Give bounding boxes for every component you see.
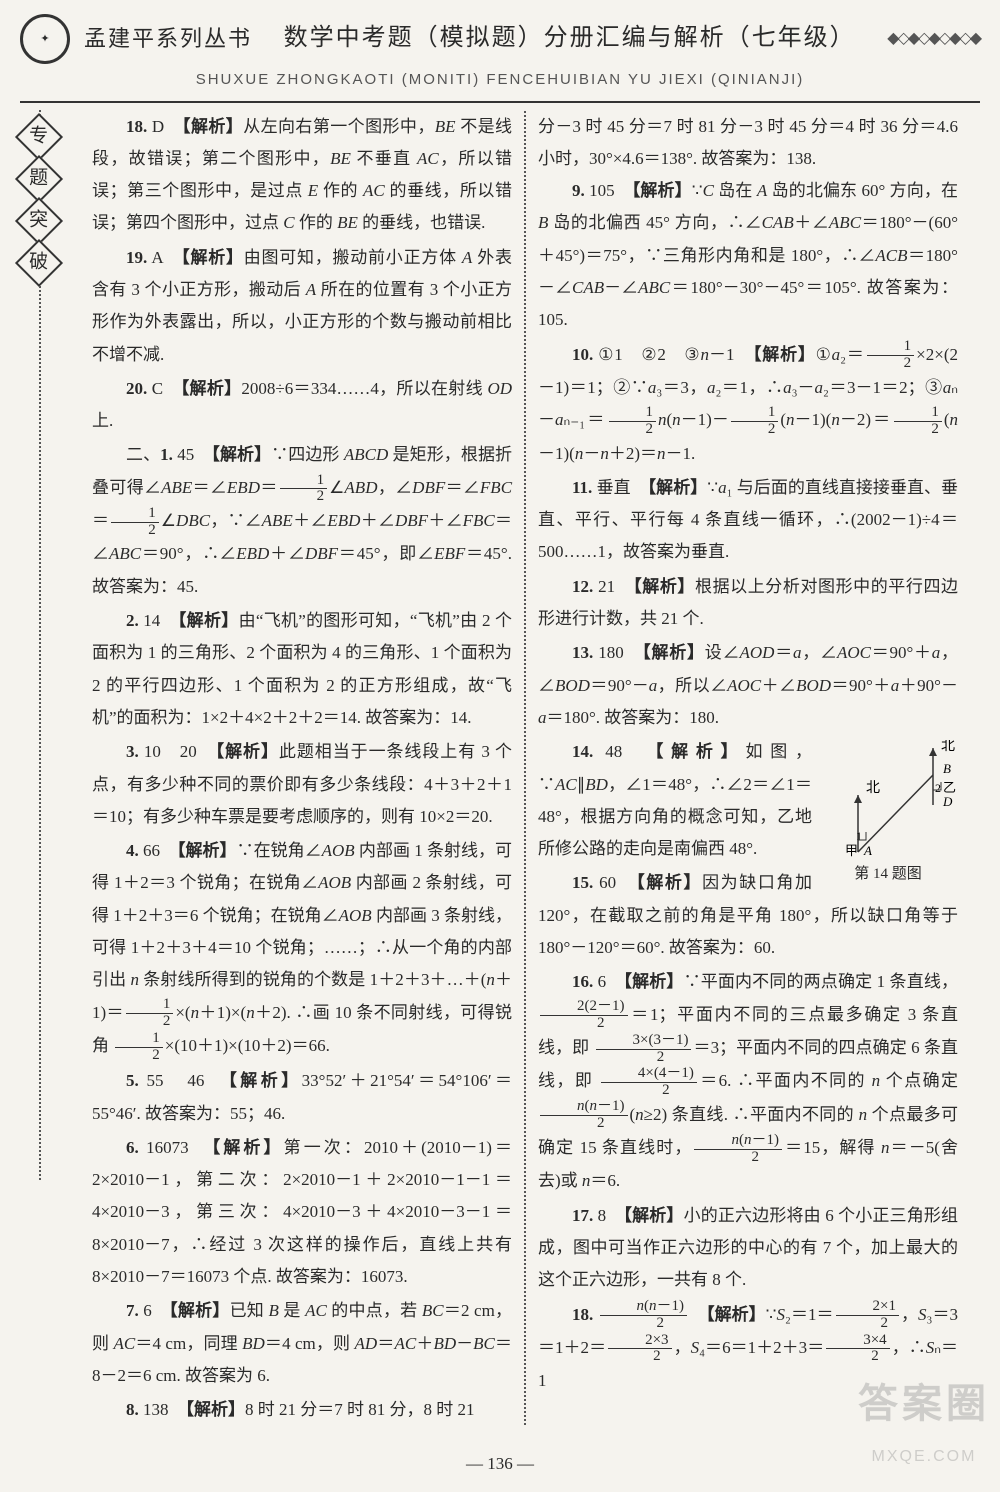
paragraph: 二、1. 45 【解析】∵四边形 ABCD 是矩形，根据折叠可得∠ABE＝∠EB… [92,439,512,603]
paragraph: 18. D 【解析】从左向右第一个图形中，BE 不是线段，故错误；第二个图形中，… [92,111,512,240]
page-number: — 136 — [0,1448,1000,1480]
subtitle-pinyin: SHUXUE ZHONGKAOTI (MONITI) FENCEHUIBIAN … [0,66,1000,95]
page-header: ✦ 孟建平系列丛书 数学中考题（模拟题）分册汇编与解析（七年级） ◆◇◆◇◆◇◆… [0,0,1000,66]
paragraph: 3. 10 20 【解析】此题相当于一条线段上有 3 个点，有多少种不同的票价即… [92,736,512,833]
svg-text:A: A [863,843,872,858]
sidebar-char-0: 专 [15,113,63,161]
series-name: 孟建平系列丛书 [84,18,252,60]
svg-text:D: D [942,794,953,809]
paragraph: 5. 55 46 【解析】33°52′＋21°54′＝54°106′＝55°46… [92,1065,512,1130]
figure-14: 北 北 1 2 B 乙 D 甲 A 第 14 题图 [818,740,958,880]
paragraph: 4. 66 【解析】∵在锐角∠AOB 内部画 1 条射线，可得 1＋2＝3 个锐… [92,835,512,1063]
paragraph: 12. 21 【解析】根据以上分析对图形中的平行四边形进行计数，共 21 个. [538,571,958,636]
sidebar-char-2: 突 [15,197,63,245]
figure-14-caption: 第 14 题图 [818,860,958,889]
paragraph: 16. 6 【解析】∵平面内不同的两点确定 1 条直线，2(2－1)2＝1；平面… [538,966,958,1197]
logo-icon: ✦ [20,14,70,64]
watermark-url: MXQE.COM [858,1442,990,1472]
watermark: 答案圈 MXQE.COM [858,1366,990,1472]
paragraph: 13. 180 【解析】设∠AOD＝a，∠AOC＝90°＋a，∠BOD＝90°－… [538,637,958,734]
svg-text:北: 北 [866,780,880,796]
paragraph: 19. A 【解析】由图可知，搬动前小正方体 A 外表含有 3 个小正方形，搬动… [92,242,512,371]
header-decor: ◆◇◆◇◆◇◆◇◆ [887,24,980,54]
paragraph: 11. 垂直 【解析】∵a₁ 与后面的直线直接接垂直、垂直、平行、平行每 4 条… [538,472,958,569]
svg-text:1: 1 [856,829,862,843]
paragraph: 17. 8 【解析】小的正六边形将由 6 个小正三角形组成，图中可当作正六边形的… [538,1200,958,1297]
svg-text:乙: 乙 [943,780,956,795]
paragraph: 20. C 【解析】2008÷6＝334……4，所以在射线 OD 上. [92,373,512,438]
paragraph: 10. ①1 ②2 ③n－1 【解析】①a₂＝12×2×(2－1)＝1；②∵a₃… [538,339,958,470]
svg-text:2: 2 [935,781,941,795]
svg-text:B: B [943,761,951,776]
svg-text:北: 北 [941,740,955,754]
sidebar-char-3: 破 [15,239,63,287]
paragraph: 2. 14 【解析】由“飞机”的图形可知，“飞机”由 2 个面积为 1 的三角形… [92,605,512,734]
paragraph: 8. 138 【解析】8 时 21 分＝7 时 81 分，8 时 21 [92,1394,512,1426]
paragraph: 9. 105 【解析】∵C 岛在 A 岛的北偏东 60° 方向，在 B 岛的北偏… [538,175,958,336]
content-columns: 18. D 【解析】从左向右第一个图形中，BE 不是线段，故错误；第二个图形中，… [0,103,1000,1433]
sidebar-char-1: 题 [15,155,63,203]
paragraph: 6. 16073 【解析】第一次：2010＋(2010－1)＝2×2010－1，… [92,1132,512,1293]
right-column: 分－3 时 45 分＝7 时 81 分－3 时 45 分＝4 时 36 分＝4.… [526,111,970,1425]
watermark-text: 答案圈 [858,1366,990,1442]
paragraph-continuation: 分－3 时 45 分＝7 时 81 分－3 时 45 分＝4 时 36 分＝4.… [538,111,958,176]
book-title: 数学中考题（模拟题）分册汇编与解析（七年级） [266,16,873,62]
svg-text:甲: 甲 [845,843,858,858]
paragraph: 7. 6 【解析】已知 B 是 AC 的中点，若 BC＝2 cm，则 AC＝4 … [92,1295,512,1392]
sidebar-tabs: 专 题 突 破 [22,120,56,280]
left-column: 18. D 【解析】从左向右第一个图形中，BE 不是线段，故错误；第二个图形中，… [80,111,524,1425]
